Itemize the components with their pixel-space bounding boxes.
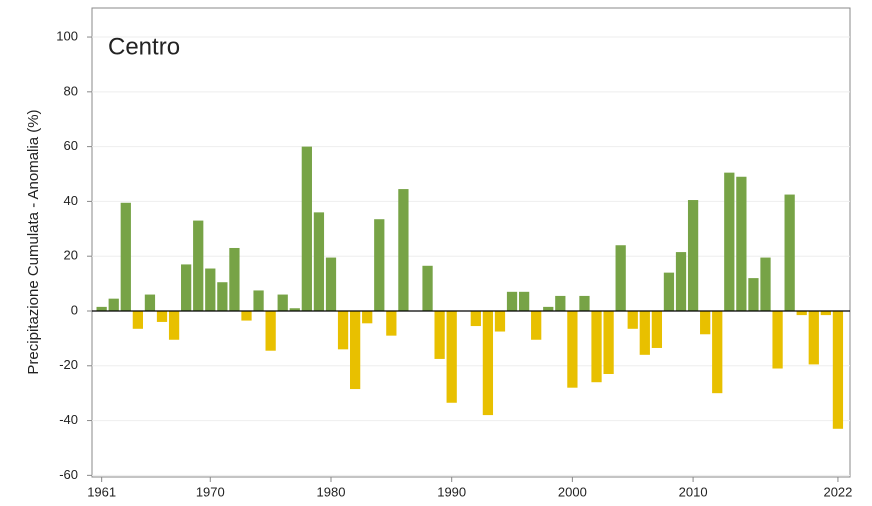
bar (229, 247, 240, 311)
chart-annotation: Centro (108, 33, 180, 60)
bar (700, 310, 711, 335)
bar (724, 172, 735, 311)
bar (760, 257, 771, 311)
bar (518, 291, 530, 311)
y-tick-label: 100 (56, 28, 78, 43)
bar (531, 310, 542, 340)
bar (253, 290, 264, 311)
bar (506, 291, 518, 311)
bar (241, 310, 252, 321)
bar (446, 310, 457, 403)
bar (675, 252, 687, 311)
y-tick-label: -40 (59, 412, 78, 427)
bar (615, 245, 626, 311)
x-tick-label: 1990 (437, 484, 466, 499)
y-axis-label: Precipitazione Cumulata - Anomalia (%) (25, 109, 42, 374)
bar (651, 310, 663, 348)
plot-frame (91, 7, 851, 478)
bar (289, 308, 300, 311)
bar (820, 310, 831, 316)
bar (422, 265, 433, 311)
bar (217, 282, 228, 311)
y-tick-label: -60 (59, 467, 78, 482)
x-tick-label: 2022 (823, 484, 852, 499)
bar (108, 298, 119, 311)
bar (796, 310, 807, 316)
bar (168, 310, 180, 340)
bar (555, 295, 566, 311)
bar (736, 176, 747, 311)
bar (639, 310, 650, 355)
x-tick-label: 1980 (317, 484, 346, 499)
bar (748, 278, 759, 311)
y-tick-label: 40 (64, 193, 78, 208)
bar (627, 310, 638, 329)
bar (784, 194, 795, 311)
y-tick-label: 60 (64, 138, 78, 153)
bar (277, 294, 288, 311)
bar (96, 306, 107, 311)
bar (482, 310, 494, 416)
bar (144, 294, 156, 311)
bar (494, 310, 506, 332)
bar (543, 306, 554, 311)
y-tick-label: 80 (64, 83, 78, 98)
bar (386, 310, 397, 336)
bar (398, 189, 409, 311)
bar (325, 257, 337, 311)
x-tick-label: 1970 (196, 484, 225, 499)
bar (663, 272, 675, 311)
bar (772, 310, 783, 369)
x-tick-label: 2010 (679, 484, 708, 499)
bar (603, 310, 614, 374)
x-tick-label: 2000 (558, 484, 587, 499)
bar (337, 310, 349, 350)
bar (591, 310, 602, 383)
bar (301, 146, 312, 311)
bar (313, 212, 325, 311)
bar (567, 310, 578, 388)
bar (120, 202, 131, 311)
y-tick-label: 20 (64, 248, 78, 263)
bar (193, 220, 204, 311)
y-tick-label: -20 (59, 357, 78, 372)
bar (156, 310, 168, 322)
y-tick-label: 0 (71, 302, 78, 317)
bar (579, 295, 590, 311)
bar (470, 310, 481, 327)
bar (687, 200, 699, 311)
bar (181, 264, 192, 311)
bar (132, 310, 143, 329)
bar (349, 310, 361, 390)
x-tick-label: 1961 (87, 484, 116, 499)
bar (712, 310, 723, 394)
bar (808, 310, 819, 365)
bar (205, 268, 216, 311)
bar (434, 310, 445, 359)
bar (832, 310, 844, 429)
bar (265, 310, 276, 351)
bar (362, 310, 373, 324)
bar (374, 219, 385, 311)
